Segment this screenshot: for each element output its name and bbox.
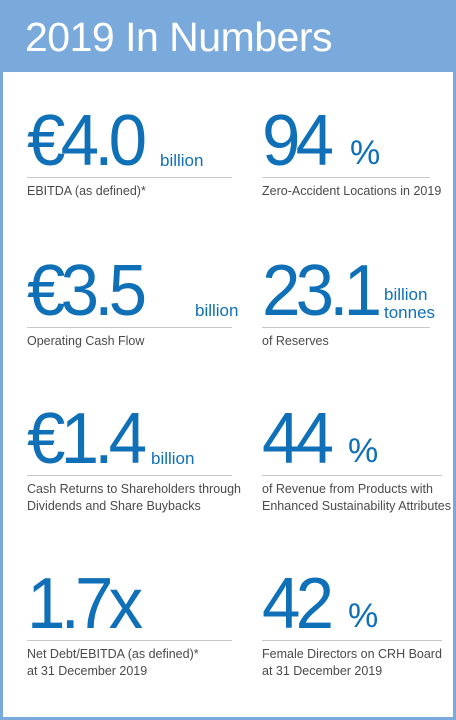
divider bbox=[262, 327, 430, 328]
stat-value: 1.7x bbox=[27, 564, 143, 644]
stat-value: €3.5 bbox=[27, 251, 147, 331]
divider bbox=[262, 177, 430, 178]
stat-unit: % bbox=[348, 432, 379, 470]
stat-unit: billion bbox=[151, 449, 195, 468]
stat-label: Zero-Accident Locations in 2019 bbox=[262, 184, 442, 198]
stat-label: Cash Returns to Shareholders through Div… bbox=[27, 482, 242, 513]
stat-value: 42 bbox=[262, 564, 334, 644]
stat-unit: billion bbox=[195, 301, 239, 320]
stat-unit: billion bbox=[160, 151, 204, 170]
stat-label: Net Debt/EBITDA (as defined)* at 31 Dece… bbox=[27, 647, 199, 678]
divider bbox=[27, 475, 232, 476]
stat-label: Operating Cash Flow bbox=[27, 334, 145, 348]
page-title: 2019 In Numbers bbox=[25, 14, 333, 60]
stat-unit: billion tonnes bbox=[384, 285, 436, 323]
header-banner: 2019 In Numbers bbox=[0, 0, 456, 72]
stat-label: of Reserves bbox=[262, 334, 329, 348]
stat-value: €4.0 bbox=[27, 101, 147, 181]
stat-label: of Revenue from Products with Enhanced S… bbox=[262, 482, 452, 513]
stat-value: 94 bbox=[262, 101, 334, 181]
divider bbox=[27, 327, 232, 328]
divider bbox=[262, 640, 442, 641]
stat-value: 23.1 bbox=[262, 251, 382, 331]
divider bbox=[262, 475, 442, 476]
divider bbox=[27, 640, 232, 641]
stat-value: €1.4 bbox=[27, 399, 147, 479]
stat-value: 44 bbox=[262, 399, 334, 479]
divider bbox=[27, 177, 232, 178]
stat-unit: % bbox=[350, 134, 381, 172]
stat-unit: % bbox=[348, 597, 379, 635]
stat-label: EBITDA (as defined)* bbox=[27, 184, 146, 198]
stat-label: Female Directors on CRH Board at 31 Dece… bbox=[262, 647, 442, 678]
